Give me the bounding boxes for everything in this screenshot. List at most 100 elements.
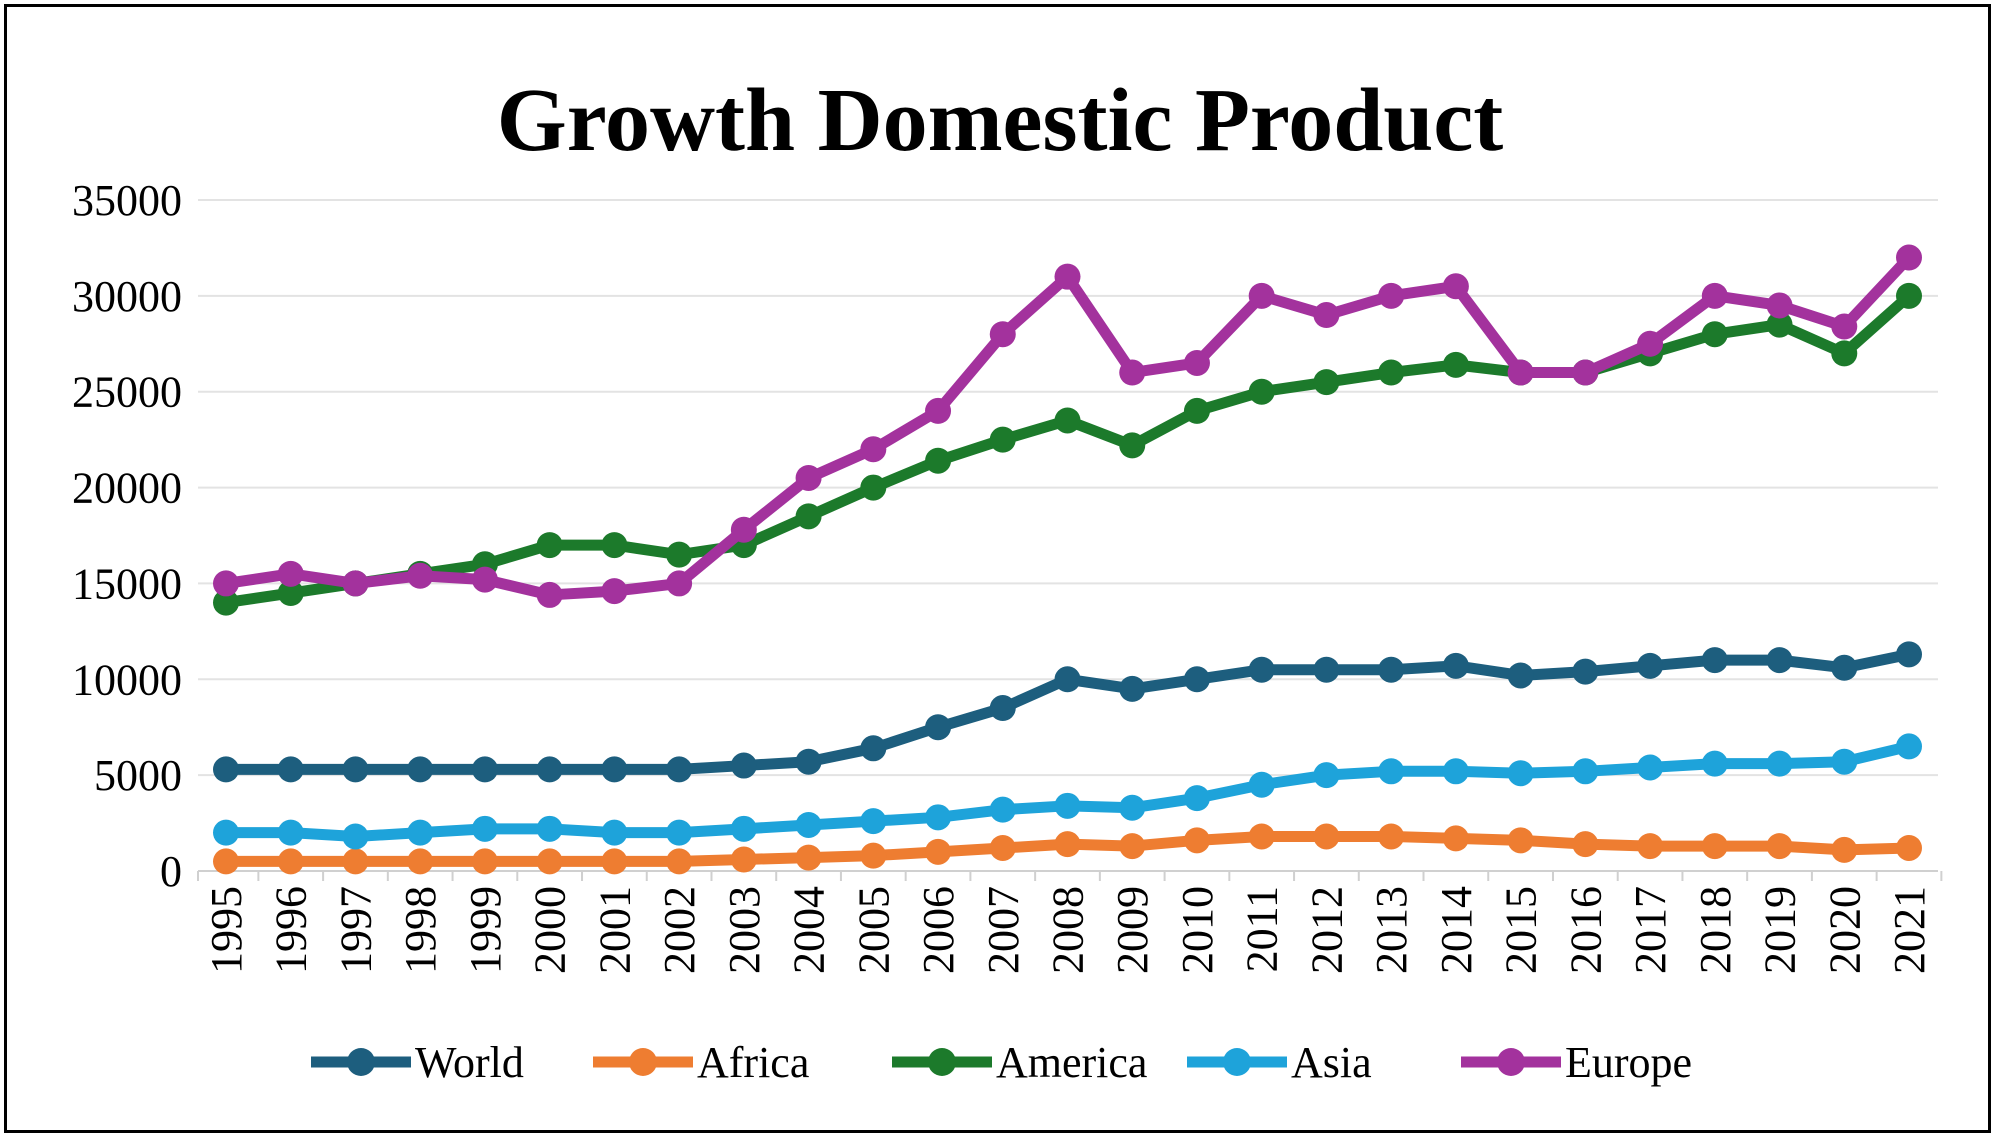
data-point (536, 756, 563, 783)
data-point (795, 464, 822, 491)
data-point (666, 570, 693, 597)
data-point (666, 756, 693, 783)
y-tick-label: 20000 (72, 464, 182, 513)
data-point (795, 844, 822, 871)
data-point (342, 756, 369, 783)
chart-title: Growth Domestic Product (497, 71, 1504, 170)
data-point (1119, 833, 1146, 860)
data-point (1896, 641, 1922, 668)
data-point (925, 397, 952, 424)
data-point (1183, 785, 1210, 812)
data-point (1054, 407, 1081, 434)
data-point (1313, 302, 1340, 329)
data-point (795, 503, 822, 530)
data-point (1313, 656, 1340, 683)
legend-marker (629, 1048, 657, 1076)
x-tick-label: 1999 (461, 886, 510, 974)
data-point (1572, 658, 1599, 685)
data-point (730, 752, 757, 779)
x-tick-label: 1995 (202, 886, 251, 974)
data-point (1119, 675, 1146, 702)
data-point (1572, 359, 1599, 386)
data-point (1637, 652, 1664, 679)
data-point (1766, 292, 1793, 319)
data-point (1378, 656, 1405, 683)
x-tick-label: 2012 (1302, 886, 1351, 974)
data-point (1701, 282, 1728, 309)
data-point (277, 580, 304, 607)
data-point (1831, 748, 1858, 775)
legend-item-africa: Africa (593, 1038, 809, 1087)
data-point (471, 848, 498, 875)
x-tick-label: 2019 (1756, 886, 1805, 974)
data-point (1442, 758, 1469, 785)
data-point (1248, 771, 1275, 798)
legend-label: World (415, 1038, 524, 1087)
data-point (471, 566, 498, 593)
x-tick-label: 1996 (267, 886, 316, 974)
data-point (1507, 359, 1534, 386)
data-point (860, 436, 887, 463)
y-tick-label: 15000 (72, 559, 182, 608)
data-point (1378, 282, 1405, 309)
y-tick-label: 10000 (72, 655, 182, 704)
y-tick-label: 35000 (72, 176, 182, 225)
data-point (277, 560, 304, 587)
data-point (1054, 792, 1081, 819)
data-point (1183, 827, 1210, 854)
data-point (989, 695, 1016, 722)
x-tick-label: 2020 (1820, 886, 1869, 974)
legend: World Africa America Asia Europe (311, 1038, 1692, 1087)
legend-label: America (996, 1038, 1147, 1087)
data-point (989, 321, 1016, 348)
data-point (601, 756, 628, 783)
data-point (342, 570, 369, 597)
data-point (1637, 330, 1664, 357)
data-point (1119, 359, 1146, 386)
data-point (1378, 359, 1405, 386)
legend-item-europe: Europe (1461, 1038, 1692, 1087)
data-point (730, 846, 757, 873)
x-tick-label: 2010 (1173, 886, 1222, 974)
data-point (536, 532, 563, 559)
data-point (1248, 378, 1275, 405)
data-point (1766, 833, 1793, 860)
data-point (1507, 662, 1534, 689)
data-point (601, 819, 628, 846)
x-axis: 1995 1996 1997 1998 1999 2000 2001 2002 2003 2004… (197, 870, 1943, 974)
legend-item-world: World (311, 1038, 524, 1087)
y-tick-label: 5000 (94, 751, 182, 800)
x-tick-label: 2004 (785, 886, 834, 974)
data-point (1896, 733, 1922, 760)
data-point (1378, 758, 1405, 785)
x-tick-label: 2005 (849, 886, 898, 974)
x-tick-label: 2002 (655, 886, 704, 974)
data-point (1831, 340, 1858, 367)
legend-label: Europe (1565, 1038, 1692, 1087)
x-tick-label: 2016 (1561, 886, 1610, 974)
data-point (1378, 823, 1405, 850)
x-tick-label: 2011 (1238, 886, 1287, 972)
data-point (1507, 760, 1534, 787)
data-point (1701, 833, 1728, 860)
data-point (342, 823, 369, 850)
legend-item-america: America (892, 1038, 1147, 1087)
data-point (213, 570, 239, 597)
data-point (1248, 823, 1275, 850)
data-point (1442, 825, 1469, 852)
data-point (1119, 794, 1146, 821)
data-point (471, 815, 498, 842)
data-point (471, 756, 498, 783)
legend-item-asia: Asia (1187, 1038, 1372, 1087)
data-point (407, 562, 434, 589)
data-point (1831, 654, 1858, 681)
data-point (342, 848, 369, 875)
data-point (1766, 311, 1793, 338)
x-tick-label: 2017 (1626, 886, 1675, 974)
data-point (666, 541, 693, 568)
data-point (1766, 750, 1793, 777)
data-point (601, 848, 628, 875)
series-africa (213, 823, 1922, 875)
data-point (601, 532, 628, 559)
data-point (989, 796, 1016, 823)
